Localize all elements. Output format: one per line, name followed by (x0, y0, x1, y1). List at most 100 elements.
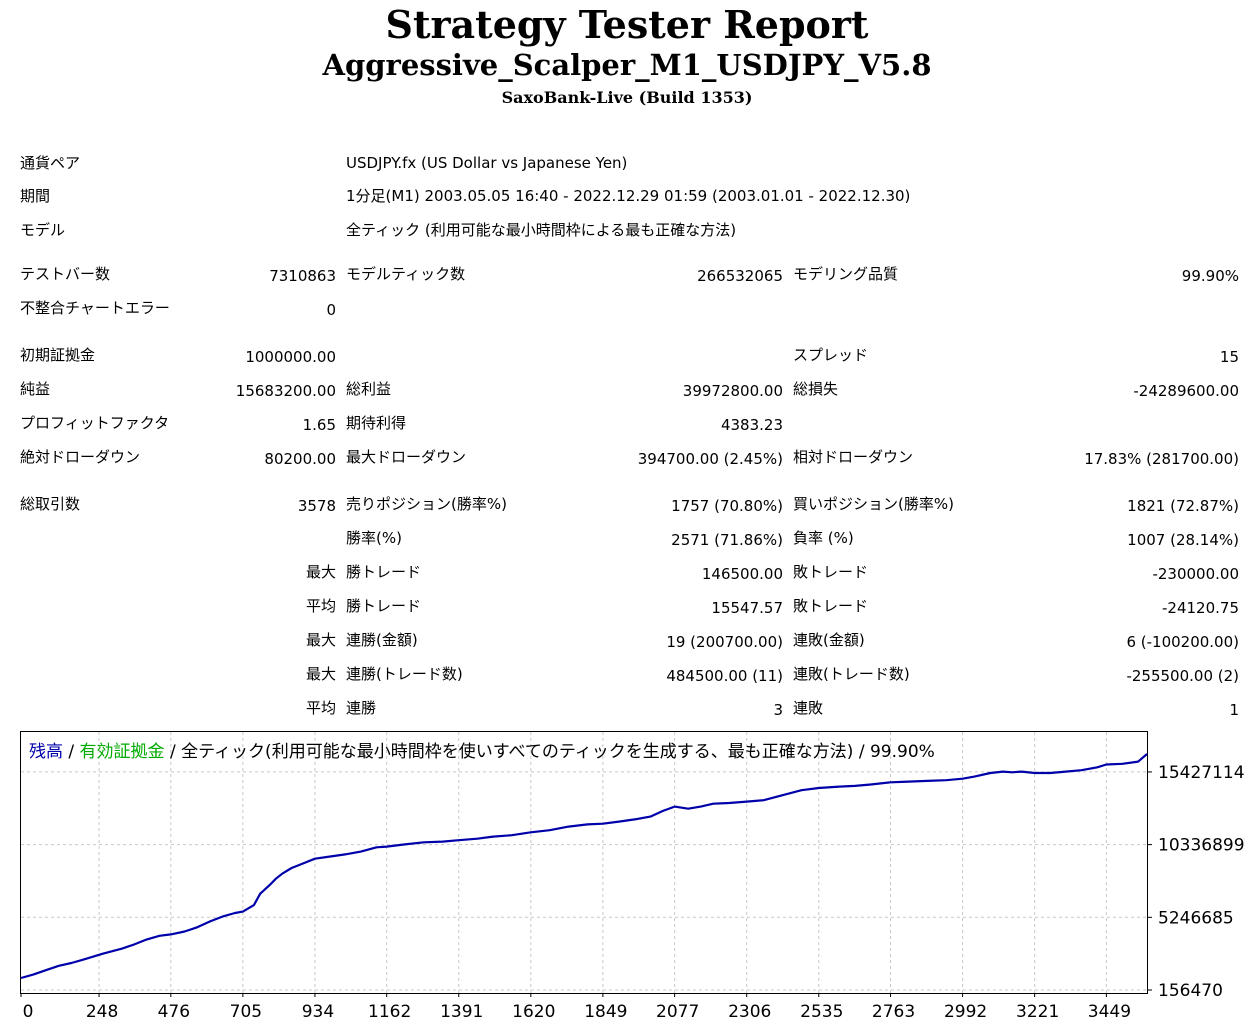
max-drawdown-value: 394700.00 (2.45%) (637, 450, 783, 468)
deposit-label: 初期証拠金 (20, 346, 96, 364)
x-tick-label: 2306 (728, 1002, 771, 1022)
symbol-label: 通貨ペア (20, 154, 81, 172)
rel-drawdown-value: 17.83% (281700.00) (1084, 450, 1239, 468)
period-value: 1分足(M1) 2003.05.05 16:40 - 2022.12.29 01… (346, 187, 911, 205)
cons-loss-count-label: 連敗(トレード数) (793, 665, 910, 683)
ticks-label: モデルティック数 (346, 265, 466, 283)
spread-value: 15 (1219, 348, 1239, 366)
avg-cons-loss-value: 1 (1229, 701, 1239, 719)
qualifier-max-cons-money: 最大 (305, 631, 336, 649)
short-positions-label: 売りポジション(勝率%) (346, 495, 507, 513)
cons-win-count-value: 484500.00 (11) (666, 667, 783, 685)
avg-loss-label: 敗トレード (793, 597, 869, 615)
legend-separator: / (63, 742, 80, 762)
y-tick-label: 156470 (1158, 981, 1223, 1001)
x-tick-label: 1849 (584, 1002, 627, 1022)
x-tick-label: 3449 (1088, 1002, 1131, 1022)
avg-cons-win-value: 3 (773, 701, 783, 719)
avg-cons-win-label: 連勝 (346, 699, 377, 717)
cons-loss-money-label: 連敗(金額) (793, 631, 865, 649)
win-rate-value: 2571 (71.86%) (671, 531, 783, 549)
x-tick-label: 1620 (512, 1002, 555, 1022)
deposit-value: 1000000.00 (245, 348, 336, 366)
gross-profit-label: 総利益 (346, 380, 392, 398)
net-profit-label: 純益 (20, 380, 51, 398)
bars-label: テストバー数 (20, 265, 111, 283)
profit-factor-value: 1.65 (302, 416, 336, 434)
qualifier-max-cons-count: 最大 (305, 665, 336, 683)
spread-label: スプレッド (793, 346, 869, 364)
largest-loss-label: 敗トレード (793, 563, 869, 581)
symbol-value: USDJPY.fx (US Dollar vs Japanese Yen) (346, 154, 628, 172)
x-tick-label: 2535 (800, 1002, 843, 1022)
cons-loss-count-value: -255500.00 (2) (1126, 667, 1239, 685)
gross-profit-value: 39972800.00 (682, 382, 783, 400)
loss-rate-value: 1007 (28.14%) (1127, 531, 1239, 549)
abs-drawdown-label: 絶対ドローダウン (20, 448, 141, 466)
x-tick-label: 248 (86, 1002, 118, 1022)
max-drawdown-label: 最大ドローダウン (346, 448, 467, 466)
chart-plot-area (20, 731, 1148, 994)
legend-equity: 有効証拠金 (80, 742, 165, 762)
balance-series-line (20, 753, 1148, 980)
legend-balance: 残高 (29, 742, 63, 762)
avg-win-label: 勝トレード (346, 597, 422, 615)
y-tick-label: 10336899 (1158, 836, 1245, 856)
qualifier-largest: 最大 (305, 563, 336, 581)
model-value: 全ティック (利用可能な最小時間枠による最も正確な方法) (346, 221, 737, 239)
chart-grid (21, 732, 1147, 993)
y-tick-label: 5246685 (1158, 908, 1234, 928)
gross-loss-value: -24289600.00 (1133, 382, 1239, 400)
x-tick-label: 934 (302, 1002, 334, 1022)
cons-win-count-label: 連勝(トレード数) (346, 665, 463, 683)
avg-win-value: 15547.57 (711, 599, 783, 617)
y-axis-ticks: 15427114 10336899 5246685 156470 (1147, 763, 1245, 1001)
bars-value: 7310863 (269, 267, 336, 285)
avg-loss-value: -24120.75 (1162, 599, 1239, 617)
cons-win-money-label: 連勝(金額) (346, 631, 418, 649)
largest-win-label: 勝トレード (346, 563, 422, 581)
quality-value: 99.90% (1181, 267, 1239, 285)
abs-drawdown-value: 80200.00 (264, 450, 336, 468)
balance-chart: 残高 / 有効証拠金 / 全ティック(利用可能な最小時間枠を使いすべてのティック… (20, 731, 1245, 1022)
largest-win-value: 146500.00 (701, 565, 783, 583)
quality-label: モデリング品質 (793, 265, 899, 283)
x-tick-label: 705 (230, 1002, 262, 1022)
mismatch-label: 不整合チャートエラー (20, 299, 170, 317)
qualifier-average: 平均 (305, 597, 336, 615)
x-tick-label: 476 (158, 1002, 190, 1022)
ticks-value: 266532065 (697, 267, 783, 285)
mismatch-value: 0 (326, 301, 336, 319)
server-build: SaxoBank-Live (Build 1353) (501, 88, 753, 107)
svg-text:残高 / 有効証拠金 / 全ティック(利用可能な最小時間枠を: 残高 / 有効証拠金 / 全ティック(利用可能な最小時間枠を使いすべてのティック… (29, 741, 935, 762)
x-tick-label: 0 (23, 1002, 34, 1022)
total-trades-value: 3578 (297, 497, 336, 515)
x-tick-label: 2077 (656, 1002, 699, 1022)
short-positions-value: 1757 (70.80%) (671, 497, 783, 515)
x-tick-label: 2992 (944, 1002, 987, 1022)
long-positions-value: 1821 (72.87%) (1127, 497, 1239, 515)
expected-payoff-label: 期待利得 (346, 414, 407, 432)
model-label: モデル (20, 221, 66, 239)
y-tick-label: 15427114 (1158, 763, 1245, 783)
cons-win-money-value: 19 (200700.00) (666, 633, 783, 651)
x-tick-label: 1162 (368, 1002, 411, 1022)
net-profit-value: 15683200.00 (235, 382, 336, 400)
ea-name: Aggressive_Scalper_M1_USDJPY_V5.8 (322, 48, 932, 82)
win-rate-label: 勝率(%) (346, 529, 402, 547)
expected-payoff-value: 4383.23 (720, 416, 783, 434)
long-positions-label: 買いポジション(勝率%) (793, 495, 954, 513)
x-tick-label: 3221 (1016, 1002, 1059, 1022)
profit-factor-label: プロフィットファクタ (20, 414, 170, 432)
avg-cons-loss-label: 連敗 (793, 699, 824, 717)
x-tick-label: 2763 (872, 1002, 915, 1022)
gross-loss-label: 総損失 (793, 380, 839, 398)
legend-description: / 全ティック(利用可能な最小時間枠を使いすべてのティックを生成する、最も正確な… (165, 741, 935, 762)
loss-rate-label: 負率 (%) (793, 529, 854, 547)
x-tick-label: 1391 (440, 1002, 483, 1022)
qualifier-avg-cons: 平均 (305, 699, 336, 717)
report-title: Strategy Tester Report (385, 2, 869, 47)
largest-loss-value: -230000.00 (1152, 565, 1239, 583)
total-trades-label: 総取引数 (20, 495, 81, 513)
cons-loss-money-value: 6 (-100200.00) (1126, 633, 1239, 651)
